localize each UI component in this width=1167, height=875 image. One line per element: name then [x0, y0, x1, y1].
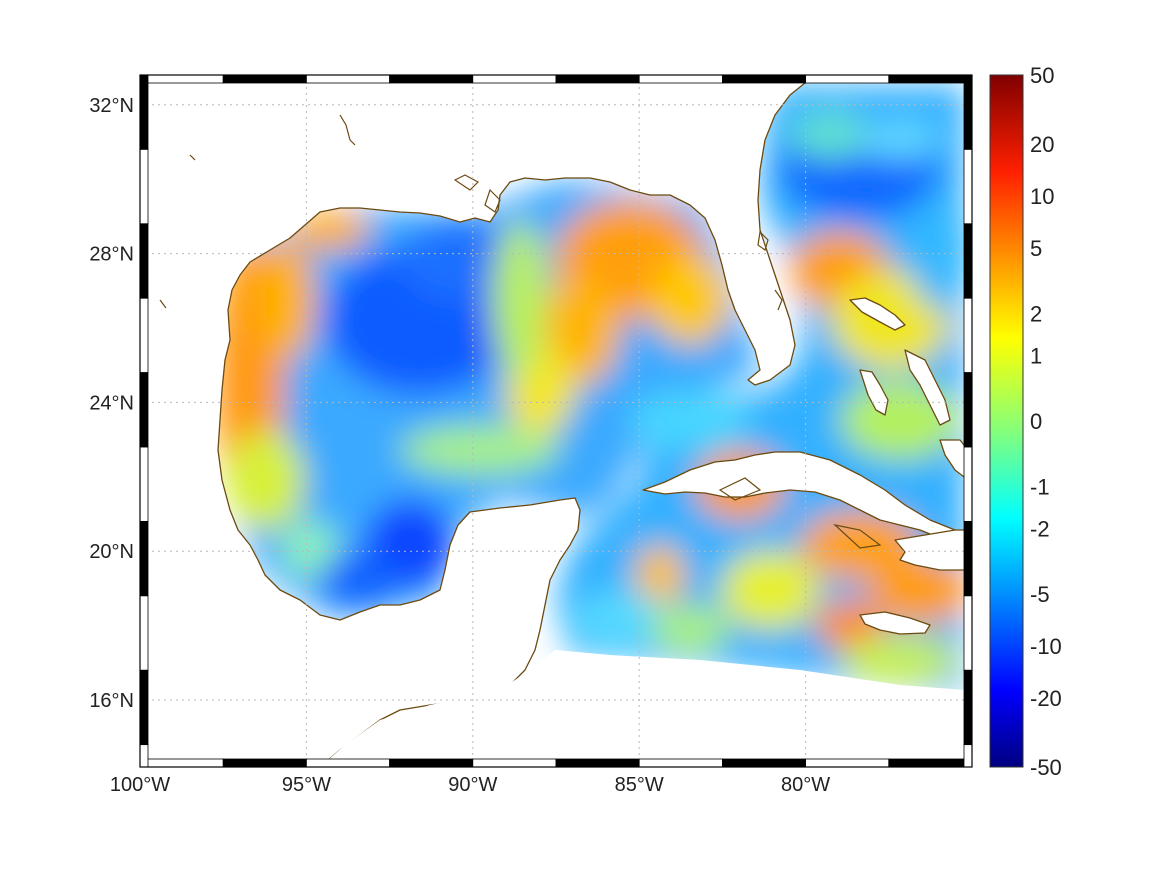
frame-segment — [472, 74, 557, 84]
frame-segment — [139, 744, 149, 768]
colorbar-tick-label: 10 — [1030, 184, 1054, 209]
frame-segment — [722, 74, 807, 84]
lon-tick-label: 100°W — [110, 774, 170, 796]
colorbar-tick-label: -20 — [1030, 686, 1062, 711]
colorbar-tick-label: 20 — [1030, 132, 1054, 157]
frame-segment — [805, 74, 890, 84]
frame-segment — [805, 758, 890, 768]
frame-segment — [963, 521, 973, 597]
bahamas-island — [849, 297, 906, 331]
frame-segment — [963, 595, 973, 671]
colorbar-tick-label: 5 — [1030, 236, 1042, 261]
frame-segment — [139, 149, 149, 225]
frame-segment — [139, 595, 149, 671]
frame-segment — [963, 669, 973, 746]
frame-segment — [389, 74, 474, 84]
frame-segment — [139, 372, 149, 448]
frame-segment — [389, 758, 474, 768]
bahamas-island — [904, 349, 951, 426]
colorbar-tick-label: -10 — [1030, 634, 1062, 659]
frame-segment — [963, 744, 973, 768]
frame-segment — [139, 74, 149, 150]
frame-segment — [305, 74, 390, 84]
frame-segment — [305, 758, 390, 768]
longitude-labels: 100°W 95°W 90°W 85°W 80°W — [110, 774, 830, 796]
hispaniola — [894, 529, 969, 571]
frame-segment — [555, 74, 640, 84]
frame-segment — [139, 669, 149, 746]
frame-segment — [722, 758, 807, 768]
data-field — [140, 75, 972, 767]
lat-tick-label: 28°N — [89, 244, 134, 266]
colorbar-tick-label: -1 — [1030, 475, 1050, 500]
frame-segment — [963, 297, 973, 374]
colorbar-gradient — [989, 74, 1024, 768]
land-mask — [140, 75, 972, 767]
frame-segment — [963, 74, 973, 150]
lon-tick-label: 80°W — [781, 774, 830, 796]
bahamas-island — [859, 369, 889, 416]
frame-segment — [139, 521, 149, 597]
lat-tick-label: 20°N — [89, 541, 134, 563]
frame-segment — [222, 74, 307, 84]
north-america-land — [140, 75, 816, 767]
jamaica — [859, 611, 931, 635]
lat-tick-label: 16°N — [89, 690, 134, 712]
latitude-labels: 32°N 28°N 24°N 20°N 16°N — [89, 95, 134, 712]
colorbar-tick-label: -50 — [1030, 755, 1062, 780]
frame-segment — [638, 758, 723, 768]
lat-tick-label: 32°N — [89, 95, 134, 117]
lon-tick-label: 90°W — [448, 774, 497, 796]
lon-tick-label: 95°W — [282, 774, 331, 796]
lon-tick-label: 85°W — [615, 774, 664, 796]
map-frame — [139, 74, 973, 768]
frame-segment — [139, 446, 149, 522]
frame-segment — [555, 758, 640, 768]
colorbar-tick-label: 50 — [1030, 63, 1054, 88]
colorbar-tick-label: 0 — [1030, 409, 1042, 434]
frame-segment — [638, 74, 723, 84]
frame-segment — [472, 758, 557, 768]
frame-segment — [139, 74, 224, 84]
frame-segment — [139, 297, 149, 374]
frame-segment — [139, 223, 149, 299]
frame-segment — [888, 758, 973, 768]
frame-segment — [963, 149, 973, 225]
frame-segment — [963, 446, 973, 522]
frame-segment — [888, 74, 973, 84]
colorbar-tick-label: -2 — [1030, 516, 1050, 541]
frame-segment — [222, 758, 307, 768]
colorbar-tick-label: 1 — [1030, 343, 1042, 368]
lat-tick-label: 24°N — [89, 392, 134, 414]
frame-segment — [139, 758, 224, 768]
frame-outline — [139, 74, 973, 768]
frame-segment — [963, 223, 973, 299]
colorbar-tick-label: 2 — [1030, 302, 1042, 327]
colorbar-tick-label: -5 — [1030, 582, 1050, 607]
frame-segment — [963, 372, 973, 448]
